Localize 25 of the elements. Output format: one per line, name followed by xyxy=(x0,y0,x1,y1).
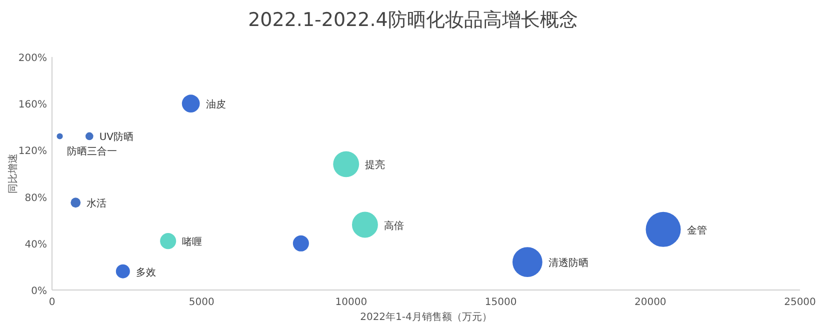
x-axis-title: 2022年1-4月销售额（万元） xyxy=(360,311,492,322)
x-tick-label: 0 xyxy=(48,297,56,308)
x-tick-label: 5000 xyxy=(188,297,214,308)
y-tick-label: 200% xyxy=(18,53,47,64)
y-tick-label: 160% xyxy=(18,100,47,111)
annotation: 多效 xyxy=(136,266,156,278)
annotation: UV防晒 xyxy=(99,131,134,144)
x-tick-label: 10000 xyxy=(335,297,368,308)
annotation: 水活 xyxy=(86,198,107,210)
annotation: 油皮 xyxy=(206,98,226,111)
chart-title: 2022.1-2022.4防晒化妆品高增长概念 xyxy=(248,9,578,31)
annotation: 高倍 xyxy=(384,220,404,232)
x-tick-label: 15000 xyxy=(484,297,517,308)
y-tick-label: 120% xyxy=(18,146,47,158)
annotation: 啫喱 xyxy=(182,236,202,248)
y-tick-label: 0% xyxy=(31,286,47,297)
annotation: 提亮 xyxy=(365,159,386,172)
x-tick-label: 20000 xyxy=(634,297,666,308)
y-axis-title: 同比增速 xyxy=(7,154,19,194)
annotation: 金管 xyxy=(686,224,707,236)
y-tick-label: 40% xyxy=(24,239,47,250)
annotation: 清透防晒 xyxy=(548,257,588,270)
x-tick-label: 25000 xyxy=(784,297,816,308)
y-tick-label: 80% xyxy=(24,192,47,204)
annotation: 防晒三合一 xyxy=(66,145,117,158)
